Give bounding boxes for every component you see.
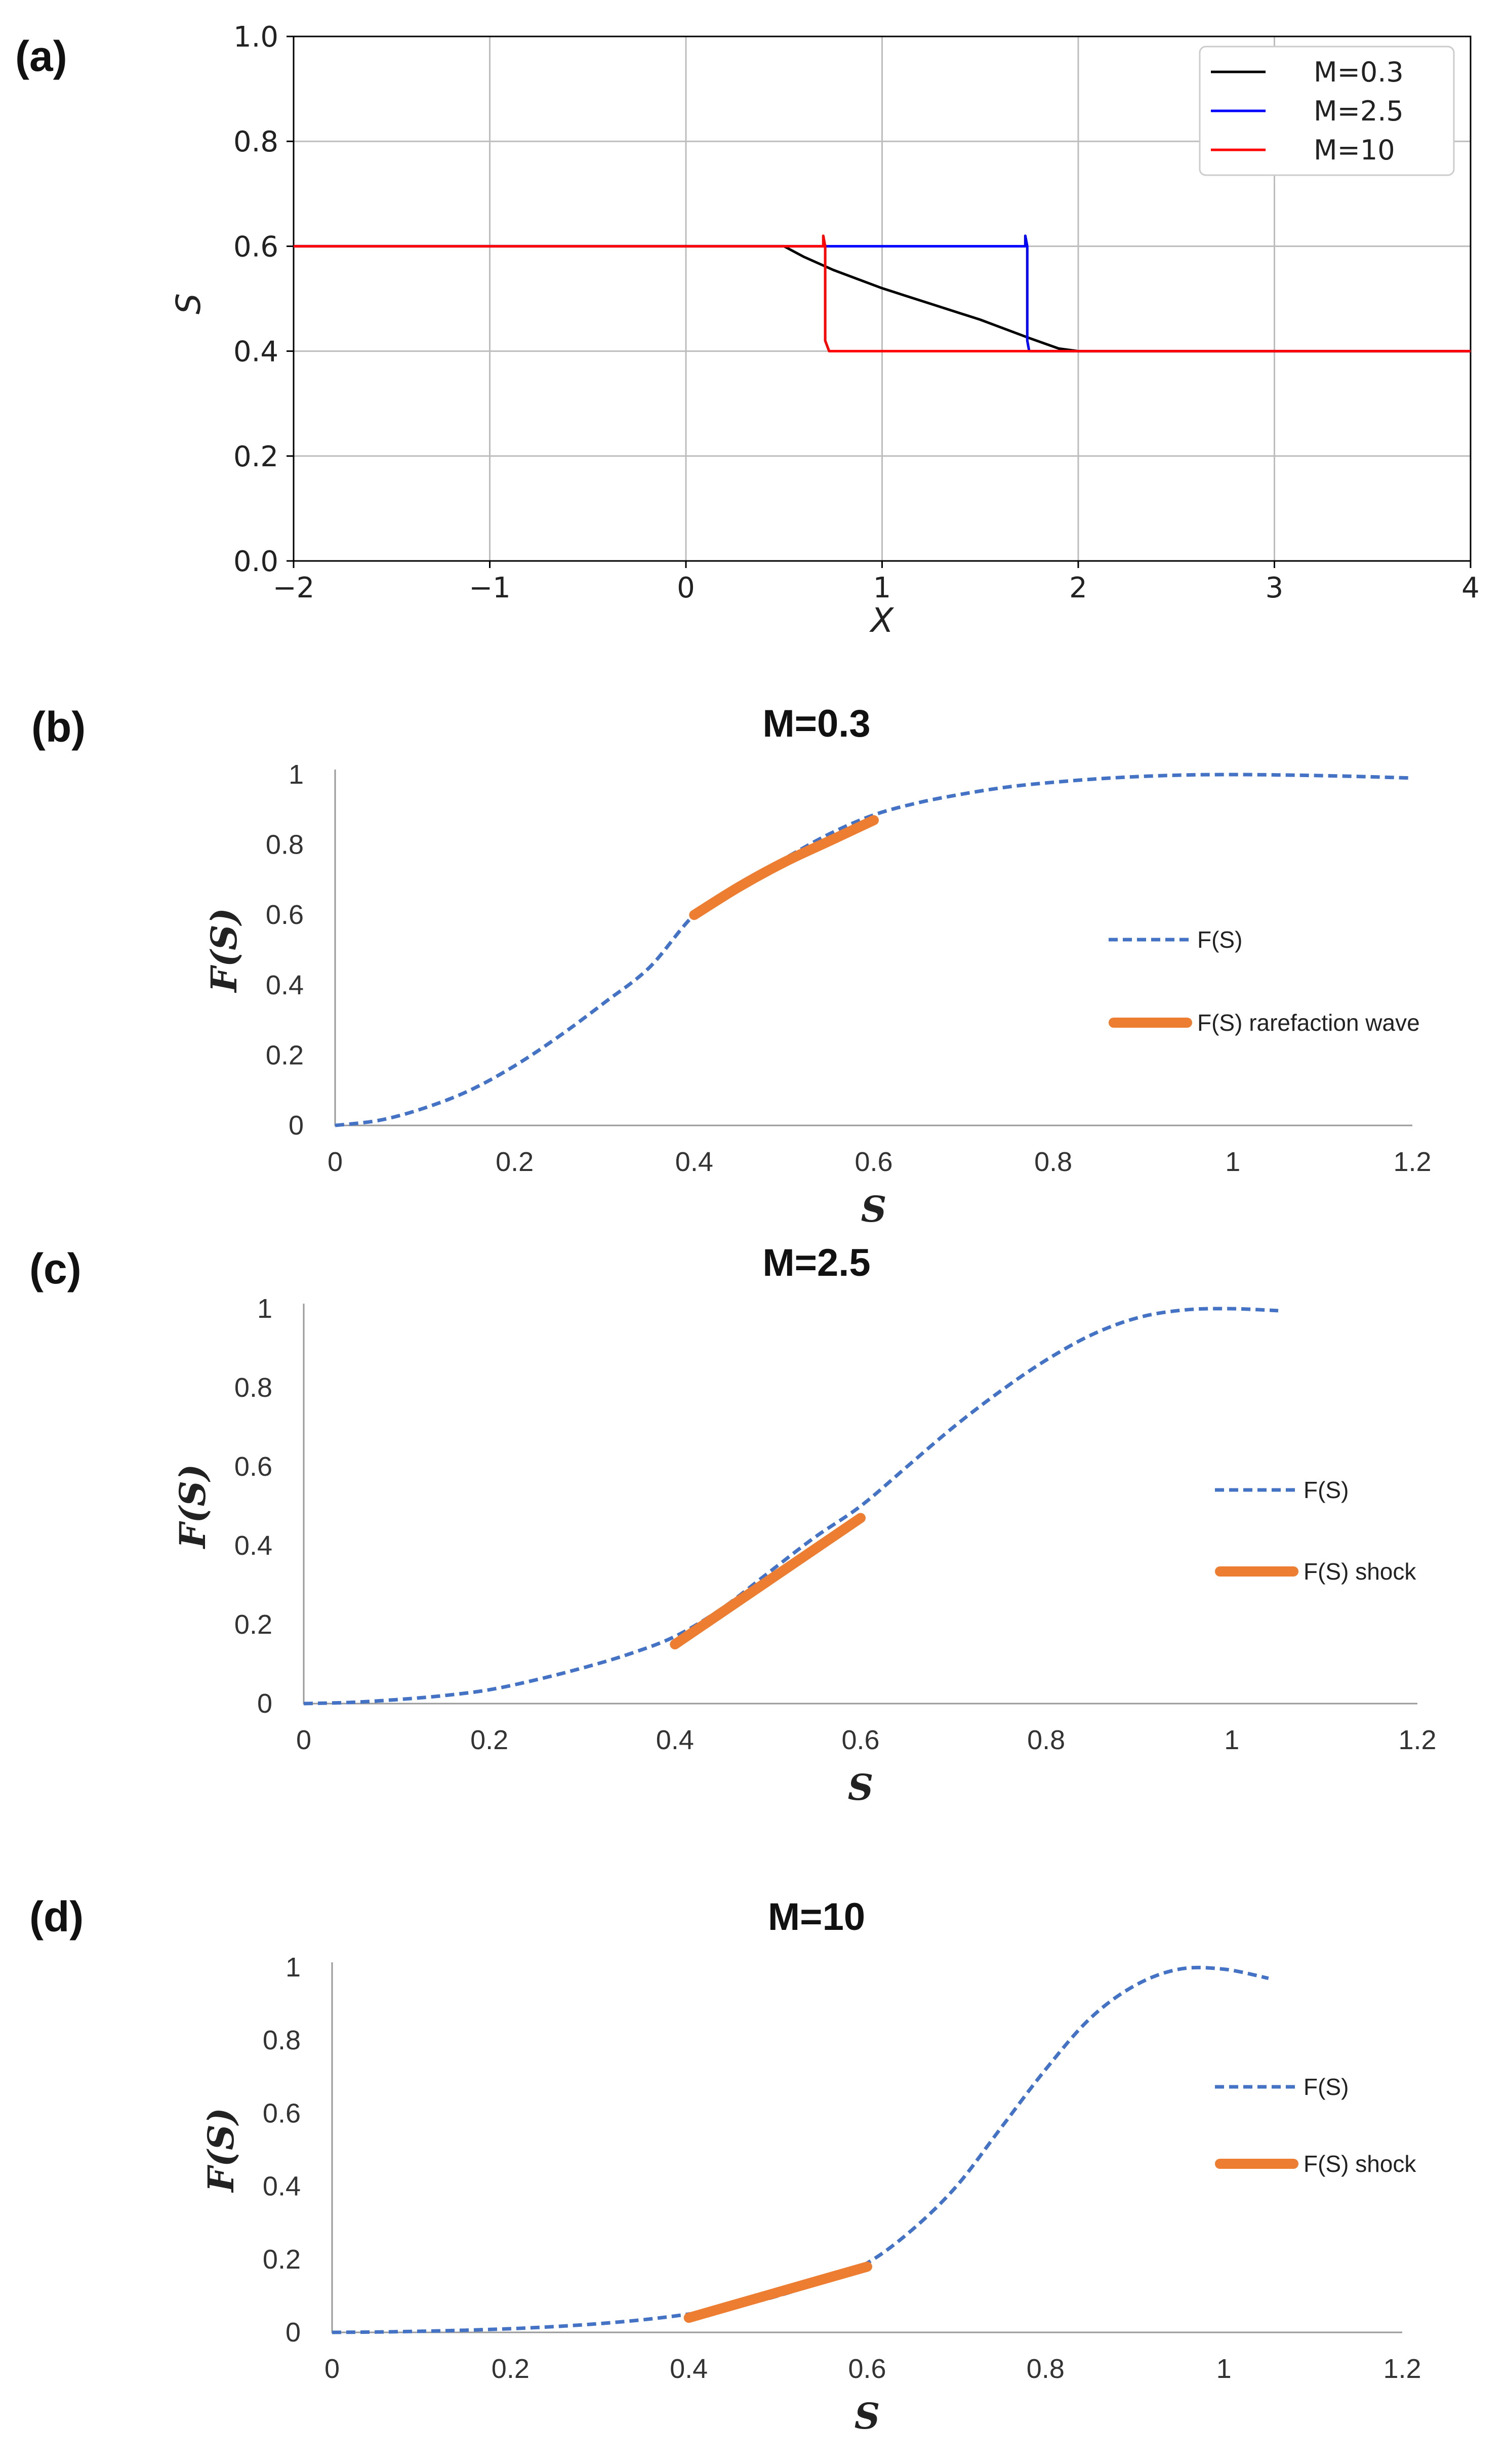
- y-tick-label: 0.0: [233, 545, 278, 578]
- axes: [303, 1304, 1417, 1705]
- chart-panel-b: (b) M=0.3 0 0.2 0.4 0.6 0.8 1 1.2 0 0.2 0.4 0.6 0.8 1 S…: [31, 702, 1432, 1230]
- panel-label: (a): [15, 32, 67, 80]
- x-tick-label: 0.2: [492, 2354, 530, 2384]
- legend: F(S) F(S) rarefaction wave: [1109, 926, 1420, 1036]
- y-tick-label: 0.4: [233, 336, 278, 369]
- legend-box: [1199, 46, 1455, 176]
- x-tick-label: 0: [677, 572, 695, 604]
- x-tick-label: 0: [324, 2354, 340, 2384]
- y-tick-label: 0.8: [263, 2025, 301, 2055]
- x-axis-label: S: [854, 2395, 880, 2437]
- x-axis-label: S: [861, 1188, 887, 1230]
- y-tick-label: 0.6: [266, 900, 304, 930]
- x-tick-label: 0: [328, 1147, 343, 1177]
- chart-panel-a: (a) −2 −1 0 1 2 3 4 0.0 0.2 0.4 0.6 0.8 1.0 X S M=0.3 M=2…: [15, 21, 1480, 640]
- y-axis-label: F(S): [172, 1464, 214, 1550]
- y-tick-label: 0.2: [234, 1609, 272, 1640]
- y-tick-label: 1: [289, 759, 304, 790]
- legend: M=0.3 M=2.5 M=10: [1199, 46, 1455, 176]
- y-tick-label: 0.4: [266, 970, 304, 1000]
- x-tick-label: 3: [1266, 572, 1284, 604]
- x-tick-label: 0.4: [656, 1725, 694, 1755]
- x-tick-label: 0.2: [470, 1725, 508, 1755]
- x-tick-label: 4: [1461, 572, 1480, 604]
- x-axis-label: X: [869, 601, 894, 640]
- x-axis-label: S: [848, 1766, 874, 1808]
- y-tick-label: 1.0: [233, 21, 278, 54]
- chart-title: M=0.3: [762, 702, 870, 745]
- x-tick-label: 0.8: [1034, 1147, 1072, 1177]
- series-line-M=10: [294, 234, 1471, 353]
- x-tick-label: 0.4: [675, 1147, 713, 1177]
- x-tick-label: 0.8: [1027, 2354, 1065, 2384]
- y-axis-label: F(S): [200, 2108, 242, 2193]
- panel-label: (d): [29, 1893, 84, 1941]
- x-tick-label: 0.2: [496, 1147, 534, 1177]
- y-tick-label: 0.4: [234, 1530, 272, 1561]
- series-line-highlight: [683, 2261, 872, 2323]
- y-tick-label: 0.6: [233, 230, 278, 263]
- y-tick-label: 0: [257, 1688, 272, 1719]
- y-tick-label: 0.6: [234, 1451, 272, 1482]
- x-tick-label: −2: [273, 572, 315, 604]
- y-tick-label: 0.8: [233, 126, 278, 158]
- legend-label: F(S): [1197, 926, 1242, 953]
- series-line-f-s: [303, 1307, 1279, 1706]
- y-tick-label: 1: [286, 1952, 301, 1983]
- x-tick-label: 0: [296, 1725, 311, 1755]
- series-line-M=0.3: [294, 245, 1471, 353]
- series-line-f-s: [332, 1965, 1269, 2334]
- legend-label: F(S): [1304, 1477, 1349, 1503]
- y-axis-label: S: [169, 293, 208, 314]
- y-tick-label: 1: [257, 1294, 272, 1324]
- panel-label: (c): [29, 1245, 82, 1292]
- x-tick-label: 1.2: [1393, 1147, 1431, 1177]
- legend-label: F(S) shock: [1304, 2151, 1416, 2177]
- y-tick-label: 0: [286, 2317, 301, 2348]
- x-tick-label: 1.2: [1398, 1725, 1436, 1755]
- legend-label: F(S) shock: [1304, 1558, 1416, 1585]
- y-tick-label: 0.2: [266, 1040, 304, 1070]
- series-line-highlight: [670, 1513, 866, 1649]
- legend-label: F(S) rarefaction wave: [1197, 1009, 1420, 1036]
- y-tick-label: 0: [289, 1110, 304, 1141]
- legend: F(S) F(S) shock: [1215, 1477, 1416, 1585]
- x-tick-label: −1: [469, 572, 511, 604]
- chart-title: M=2.5: [762, 1241, 870, 1284]
- chart-panel-c: (c) M=2.5 0 0.2 0.4 0.6 0.8 1 1.2 0 0.2 0.4 0.6 0.8 1 S…: [29, 1241, 1437, 1808]
- legend: F(S) F(S) shock: [1215, 2074, 1416, 2177]
- x-tick-label: 0.4: [670, 2354, 708, 2384]
- x-tick-label: 1: [1216, 2354, 1232, 2384]
- panel-label: (b): [31, 703, 86, 751]
- legend-label: M=0.3: [1314, 56, 1404, 88]
- x-tick-label: 2: [1069, 572, 1087, 604]
- chart-panel-d: (d) M=10 0 0.2 0.4 0.6 0.8 1 1.2 0 0.2 0.4 0.6 0.8 1 S F…: [29, 1893, 1421, 2437]
- x-tick-label: 1.2: [1383, 2354, 1421, 2384]
- y-tick-label: 0.2: [233, 440, 278, 473]
- x-tick-label: 0.6: [841, 1725, 879, 1755]
- y-tick-label: 0.2: [263, 2244, 301, 2275]
- series-line-f-s: [335, 773, 1413, 1127]
- x-tick-label: 1: [1224, 1725, 1239, 1755]
- axes: [331, 1962, 1402, 2333]
- x-tick-label: 0.6: [854, 1147, 892, 1177]
- x-tick-label: 0.8: [1027, 1725, 1065, 1755]
- y-tick-label: 0.8: [266, 830, 304, 860]
- y-tick-label: 0.8: [234, 1372, 272, 1403]
- legend-label: M=10: [1314, 134, 1395, 166]
- x-tick-label: 1: [873, 572, 891, 604]
- x-tick-label: 1: [1225, 1147, 1240, 1177]
- plot-frame: [293, 35, 1472, 562]
- legend-label: F(S): [1304, 2074, 1349, 2100]
- chart-title: M=10: [768, 1895, 865, 1938]
- x-tick-label: 0.6: [848, 2354, 886, 2384]
- legend-label: M=2.5: [1314, 95, 1404, 127]
- y-axis-label: F(S): [203, 908, 245, 993]
- series-line-highlight: [689, 815, 879, 920]
- y-tick-label: 0.6: [263, 2098, 301, 2128]
- y-tick-label: 0.4: [263, 2171, 301, 2202]
